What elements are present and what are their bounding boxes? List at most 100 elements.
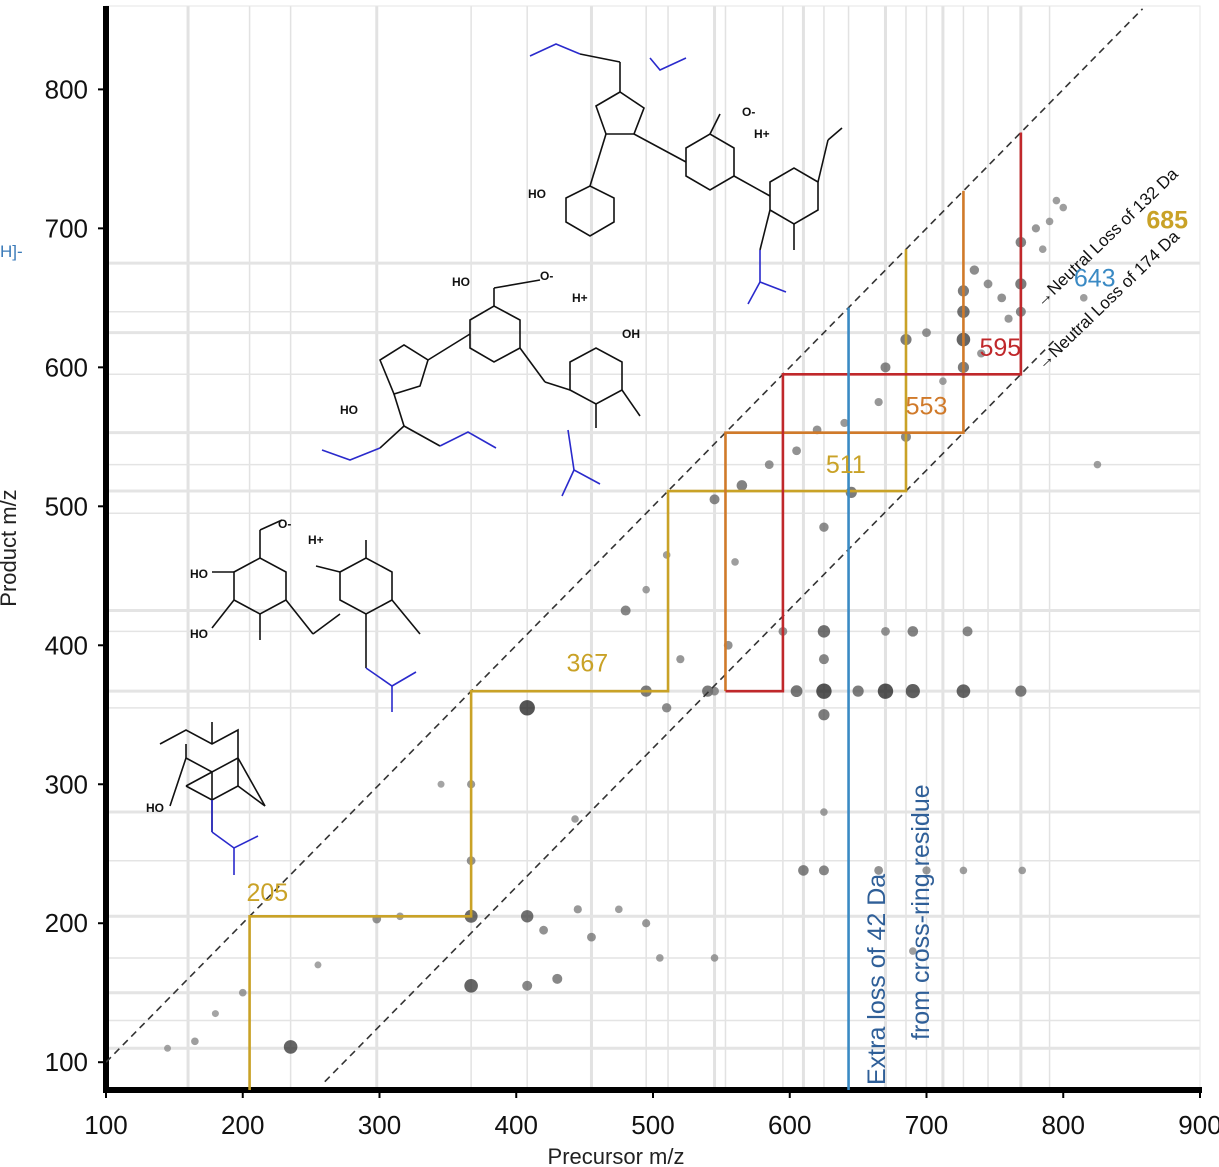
intensity-point — [997, 293, 1007, 303]
intensity-point — [191, 1037, 199, 1046]
structure-trisaccharide — [321, 279, 641, 497]
intensity-point — [437, 780, 445, 788]
intensity-point — [819, 522, 829, 532]
intensity-point — [852, 685, 864, 697]
intensity-point — [1093, 460, 1102, 469]
axis-ticks: 100 200 300 400 500 600 700 800 900 100 200 300 400 5… — [45, 74, 1219, 1140]
intensity-point — [642, 919, 651, 928]
x-tick-label: 600 — [768, 1110, 811, 1140]
intensity-point — [702, 685, 714, 697]
intensity-point — [661, 703, 672, 713]
intensity-point — [959, 866, 968, 875]
intensity-point — [881, 626, 890, 636]
x-axis-title: Precursor m/z — [548, 1144, 685, 1167]
svg-text:HO: HO — [340, 403, 358, 417]
intensity-point — [676, 655, 685, 664]
structure-labels: HO HO HO HO HO HO OH O- H+ O- H+ O- H+ — [146, 105, 770, 815]
fragmentation-pathways — [248, 132, 1023, 1090]
intensity-point — [818, 654, 829, 665]
intensity-point — [922, 866, 931, 875]
y-axis-title-text: Product m/z — [0, 489, 21, 606]
structure-tetrasaccharide — [529, 43, 843, 305]
pathway-line — [248, 249, 908, 1090]
intensity-point — [820, 808, 828, 816]
intensity-point — [314, 961, 322, 969]
intensity-point — [956, 684, 971, 698]
structure-disaccharide — [211, 519, 421, 712]
svg-text:HO: HO — [190, 627, 208, 641]
y-tick-label: 400 — [45, 630, 88, 660]
svg-text:O-: O- — [742, 105, 755, 119]
intensity-point — [907, 626, 919, 637]
mass-label-643: 643 — [1074, 265, 1116, 293]
intensity-point — [710, 686, 719, 696]
intensity-point — [790, 685, 803, 698]
x-axis-title-text: Precursor m/z — [548, 1144, 685, 1167]
svg-text:HO: HO — [452, 275, 470, 289]
intensity-point — [522, 980, 533, 991]
intensity-point — [573, 905, 582, 914]
intensity-point — [983, 279, 993, 289]
cross-ring-annotation: Extra loss of 42 Da from cross-ring resid… — [863, 784, 935, 1085]
intensity-point — [1079, 294, 1088, 302]
x-tick-label: 300 — [358, 1110, 401, 1140]
intensity-point — [620, 605, 631, 616]
intensity-point — [764, 460, 774, 470]
intensity-point — [164, 1044, 172, 1052]
pathway-line — [724, 190, 965, 692]
y-tick-label: 800 — [45, 74, 88, 104]
mass-label-367: 367 — [567, 650, 609, 678]
structure-monosaccharide — [159, 722, 266, 875]
intensity-point — [587, 932, 596, 942]
x-tick-label: 200 — [221, 1110, 264, 1140]
intensity-point — [922, 328, 931, 337]
svg-text:H+: H+ — [572, 291, 588, 305]
pathway-line — [725, 132, 1023, 693]
intensity-point — [519, 700, 535, 716]
svg-text:HO: HO — [190, 567, 208, 581]
x-tick-label: 400 — [495, 1110, 538, 1140]
intensity-point — [1059, 203, 1068, 212]
intensity-point — [1045, 217, 1054, 226]
intensity-point — [615, 905, 623, 914]
intensity-point — [464, 978, 478, 993]
intensity-point — [816, 683, 832, 699]
intensity-point — [1038, 245, 1047, 254]
intensity-point — [520, 910, 534, 923]
intensity-point — [1004, 314, 1013, 323]
intensity-point — [731, 558, 739, 566]
mass-label-553: 553 — [906, 393, 948, 421]
y-tick-label: 200 — [45, 908, 88, 938]
intensity-point — [1052, 196, 1061, 205]
intensity-point — [736, 480, 748, 491]
intensity-point — [552, 973, 563, 984]
intensity-point — [840, 418, 849, 428]
annotation-line-2: from cross-ring residue — [907, 784, 935, 1040]
svg-text:O-: O- — [278, 517, 291, 531]
y-tick-label: 500 — [45, 491, 88, 521]
intensity-point — [969, 265, 980, 275]
intensity-point — [710, 954, 719, 962]
x-tick-label: 800 — [1042, 1110, 1085, 1140]
intensity-point — [642, 585, 650, 594]
intensity-point — [939, 377, 947, 386]
y-tick-label: 300 — [45, 769, 88, 799]
svg-text:HO: HO — [146, 801, 164, 815]
y-tick-label: 600 — [45, 352, 88, 382]
intensity-point — [656, 954, 664, 962]
intensity-point — [874, 866, 884, 875]
intensity-point — [792, 446, 801, 456]
svg-text:OH: OH — [622, 327, 640, 341]
mass-label-685: 685 — [1146, 206, 1188, 234]
x-tick-label: 500 — [631, 1110, 674, 1140]
intensity-points — [164, 196, 1102, 1054]
annotation-line-1: Extra loss of 42 Da — [863, 874, 891, 1085]
intensity-point — [709, 494, 720, 505]
svg-text:O-: O- — [540, 269, 553, 283]
background-stripes — [106, 6, 1200, 1090]
intensity-point — [877, 683, 894, 699]
intensity-point — [539, 925, 548, 935]
clipped-left-label: H]- — [0, 242, 23, 261]
intensity-point — [874, 397, 883, 407]
x-tick-label: 100 — [84, 1110, 127, 1140]
